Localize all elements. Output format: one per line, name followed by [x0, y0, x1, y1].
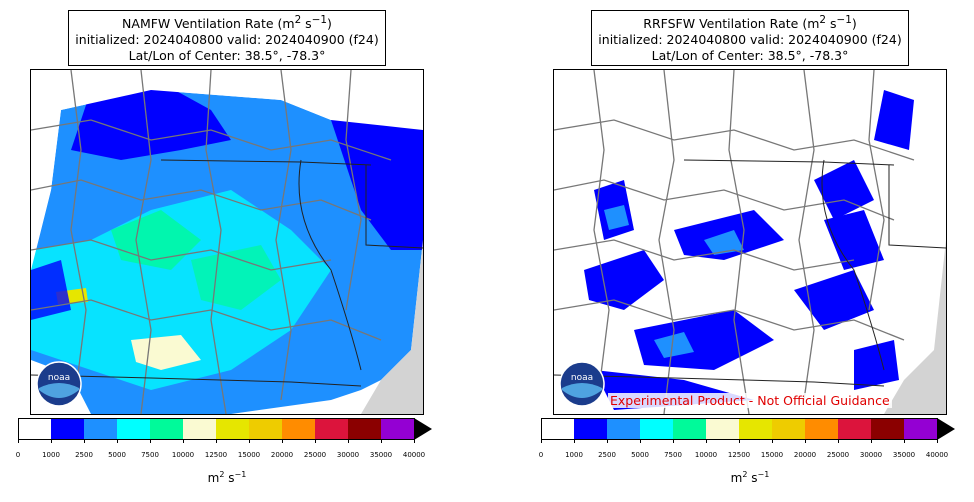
colorbar-tickmark — [249, 440, 250, 443]
noaa-logo: noaa — [558, 360, 606, 408]
colorbar-tick-label: 0 — [538, 451, 544, 459]
svg-text:noaa: noaa — [48, 373, 70, 383]
colorbar-tickmark — [904, 440, 905, 443]
colorbar-tick-label: 1000 — [42, 451, 60, 459]
ventilation-map — [554, 70, 946, 414]
colorbar-tickmark — [937, 440, 938, 443]
colorbar-tick-label: 40000 — [925, 451, 949, 459]
colorbar-tickmark — [805, 440, 806, 443]
title-line-2: initialized: 2024040800 valid: 202404090… — [598, 32, 902, 48]
title-line-1: RRFSFW Ventilation Rate (m2 s−1) — [643, 13, 857, 32]
colorbar-tickmark — [706, 440, 707, 443]
colorbar-tickmark — [739, 440, 740, 443]
map-frame: noaa Experimental Product - Not Official… — [553, 69, 947, 415]
colorbar-tick-label: 40000 — [402, 451, 426, 459]
colorbar-tickmark — [838, 440, 839, 443]
colorbar-tick-label: 10000 — [171, 451, 195, 459]
svg-text:noaa: noaa — [571, 373, 593, 383]
colorbar-tickmark — [414, 440, 415, 443]
colorbar — [18, 418, 438, 440]
colorbar-outline — [18, 418, 415, 440]
colorbar-tick-label: 1000 — [565, 451, 583, 459]
colorbar-outline — [541, 418, 938, 440]
ventilation-map — [31, 70, 423, 414]
colorbar-tick-label: 12500 — [727, 451, 751, 459]
title-line-3: Lat/Lon of Center: 38.5°, -78.3° — [651, 48, 849, 64]
colorbar-units: m2 s−1 — [207, 470, 247, 485]
colorbar-tick-label: 7500 — [664, 451, 682, 459]
colorbar-tick-label: 35000 — [892, 451, 916, 459]
colorbar-tickmark — [640, 440, 641, 443]
colorbar-tick-label: 35000 — [369, 451, 393, 459]
colorbar-extend-arrow — [937, 418, 955, 440]
colorbar-tickmark — [18, 440, 19, 443]
colorbar-tick-label: 15000 — [760, 451, 784, 459]
colorbar-tickmark — [381, 440, 382, 443]
colorbar-tickmark — [673, 440, 674, 443]
colorbar-tickmark — [84, 440, 85, 443]
title-box: NAMFW Ventilation Rate (m2 s−1) initiali… — [68, 10, 386, 66]
colorbar-tick-label: 25000 — [303, 451, 327, 459]
colorbar-tick-label: 30000 — [336, 451, 360, 459]
colorbar-tickmark — [871, 440, 872, 443]
colorbar-tick-label: 7500 — [141, 451, 159, 459]
noaa-logo: noaa — [35, 360, 83, 408]
colorbar-tickmark — [183, 440, 184, 443]
colorbar-tickmark — [348, 440, 349, 443]
panel-rrfsfw: RRFSFW Ventilation Rate (m2 s−1) initial… — [533, 0, 974, 502]
title-line-2: initialized: 2024040800 valid: 202404090… — [75, 32, 379, 48]
colorbar-tickmark — [315, 440, 316, 443]
title-box: RRFSFW Ventilation Rate (m2 s−1) initial… — [591, 10, 909, 66]
experimental-disclaimer: Experimental Product - Not Official Guid… — [608, 393, 892, 408]
colorbar-tick-label: 20000 — [270, 451, 294, 459]
colorbar-tick-label: 5000 — [108, 451, 126, 459]
colorbar-tickmark — [541, 440, 542, 443]
title-line-3: Lat/Lon of Center: 38.5°, -78.3° — [128, 48, 326, 64]
colorbar-tick-label: 5000 — [631, 451, 649, 459]
colorbar-tick-label: 15000 — [237, 451, 261, 459]
colorbar-tickmark — [607, 440, 608, 443]
map-frame: noaa — [30, 69, 424, 415]
colorbar-tick-label: 2500 — [598, 451, 616, 459]
colorbar-tick-label: 30000 — [859, 451, 883, 459]
colorbar — [541, 418, 961, 440]
colorbar-tickmark — [772, 440, 773, 443]
colorbar-tick-label: 25000 — [826, 451, 850, 459]
colorbar-tick-label: 0 — [15, 451, 21, 459]
colorbar-tickmark — [51, 440, 52, 443]
colorbar-tickmark — [216, 440, 217, 443]
colorbar-tickmark — [150, 440, 151, 443]
panel-namfw: NAMFW Ventilation Rate (m2 s−1) initiali… — [10, 0, 470, 502]
colorbar-tick-label: 12500 — [204, 451, 228, 459]
colorbar-tick-label: 2500 — [75, 451, 93, 459]
colorbar-tickmark — [282, 440, 283, 443]
colorbar-tickmark — [117, 440, 118, 443]
title-line-1: NAMFW Ventilation Rate (m2 s−1) — [122, 13, 332, 32]
colorbar-extend-arrow — [414, 418, 432, 440]
colorbar-tick-label: 20000 — [793, 451, 817, 459]
colorbar-tick-label: 10000 — [694, 451, 718, 459]
colorbar-units: m2 s−1 — [730, 470, 770, 485]
colorbar-tickmark — [574, 440, 575, 443]
